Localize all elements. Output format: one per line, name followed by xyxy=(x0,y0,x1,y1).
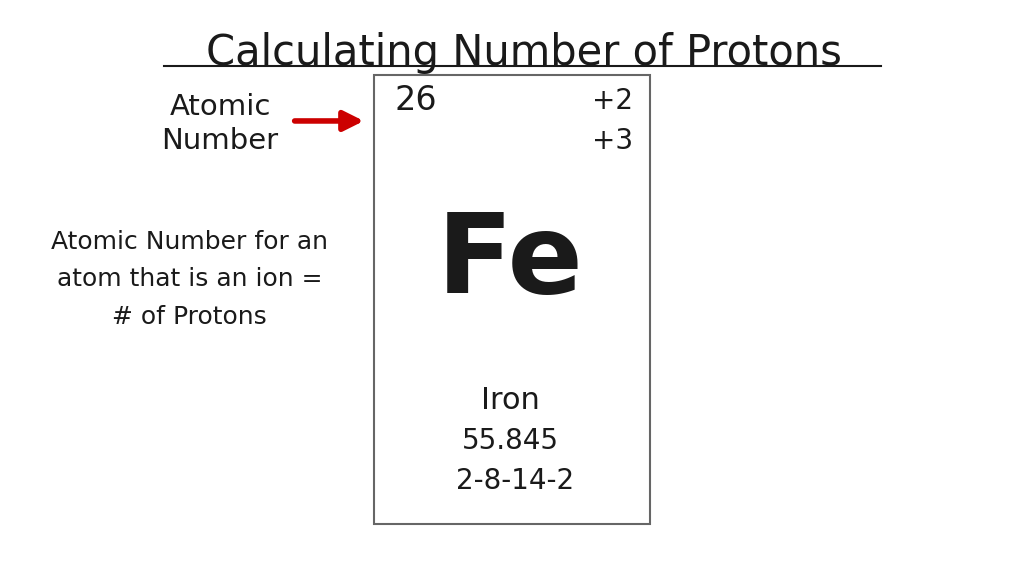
Bar xyxy=(374,75,650,524)
Text: 26: 26 xyxy=(394,84,437,118)
Text: +3: +3 xyxy=(592,127,633,155)
Text: Iron: Iron xyxy=(480,386,540,415)
Text: Number: Number xyxy=(162,127,279,155)
Text: Atomic Number for an
atom that is an ion =
# of Protons: Atomic Number for an atom that is an ion… xyxy=(51,230,328,329)
Text: Calculating Number of Protons: Calculating Number of Protons xyxy=(207,32,842,74)
Text: Fe: Fe xyxy=(436,209,584,316)
Text: Atomic: Atomic xyxy=(170,93,270,120)
Text: 2-8-14-2: 2-8-14-2 xyxy=(456,467,573,495)
Text: +2: +2 xyxy=(592,87,633,115)
Text: 55.845: 55.845 xyxy=(462,427,558,454)
